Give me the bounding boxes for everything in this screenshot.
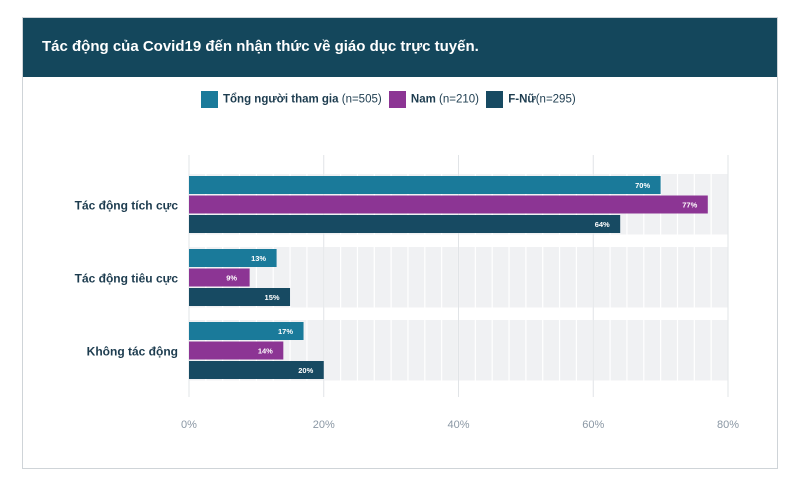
legend-count: (n=295)	[535, 93, 576, 106]
x-tick-label: 0%	[181, 419, 197, 431]
data-label: 77%	[682, 201, 697, 210]
bar	[189, 322, 304, 340]
data-label: 64%	[595, 220, 610, 229]
bar	[189, 268, 250, 287]
bar	[189, 288, 291, 306]
data-label: 14%	[258, 347, 273, 356]
legend-item-female: F-Nữ(n=295)	[486, 91, 576, 108]
data-label: 17%	[278, 327, 293, 336]
legend-count: (n=505)	[341, 93, 382, 106]
bar	[189, 176, 661, 194]
legend-swatch-female	[486, 91, 504, 108]
data-label: 20%	[298, 366, 313, 375]
legend-count: (n=210)	[439, 93, 480, 106]
legend-label: Tổng người tham gia	[223, 93, 339, 106]
page-title: Tác động của Covid19 đến nhận thức về gi…	[42, 38, 479, 55]
category-label: Tác động tiêu cực	[75, 271, 179, 285]
header-bar: Tác động của Covid19 đến nhận thức về gi…	[23, 18, 777, 77]
data-label: 15%	[265, 293, 280, 302]
bar	[189, 195, 708, 214]
x-tick-label: 20%	[313, 419, 335, 431]
x-tick-label: 60%	[582, 419, 604, 431]
bar	[189, 249, 277, 267]
category-label: Không tác động	[87, 344, 178, 358]
bar	[189, 361, 324, 379]
category-label: Tác động tích cực	[75, 198, 179, 212]
legend-label: F-Nữ	[508, 93, 536, 106]
data-label: 13%	[251, 254, 266, 263]
legend-item-male: Nam (n=210)	[388, 91, 480, 108]
legend-swatch-total	[201, 91, 218, 108]
legend-label: Nam	[410, 93, 436, 106]
bar	[189, 341, 284, 360]
legend-swatch-male	[388, 91, 406, 108]
data-label: 9%	[226, 274, 237, 283]
legend-item-total: Tổng người tham gia (n=505)	[201, 91, 382, 108]
x-tick-label: 40%	[447, 419, 469, 431]
legend: Tổng người tham gia (n=505) Nam (n=210) …	[201, 91, 580, 109]
bar	[189, 215, 621, 233]
x-tick-label: 80%	[717, 419, 739, 431]
data-label: 70%	[635, 181, 650, 190]
